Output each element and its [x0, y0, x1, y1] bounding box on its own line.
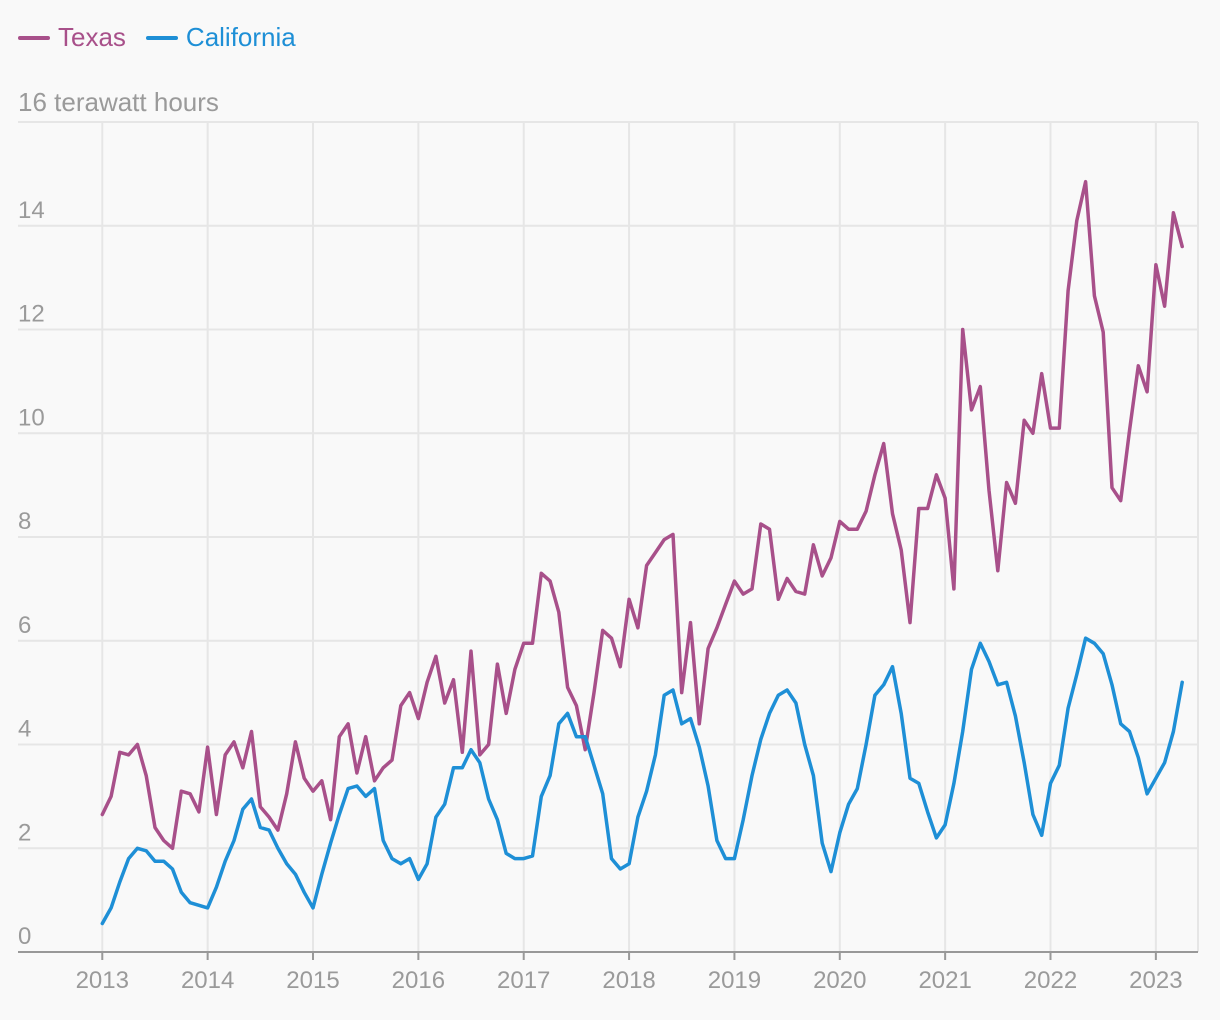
legend-swatch-texas — [18, 35, 50, 40]
x-tick-label-2021: 2021 — [918, 967, 971, 994]
series-line-california[interactable] — [100, 636, 1184, 926]
x-axis: 2013 2014 2015 2016 2017 2018 2019 2020 2021 2022… — [76, 952, 1183, 994]
x-tick-label-2016: 2016 — [392, 967, 445, 994]
legend-swatch-california — [145, 35, 178, 40]
grid — [18, 121, 1199, 953]
x-tick-label-2020: 2020 — [813, 967, 866, 994]
y-tick-label-8: 8 — [18, 508, 31, 535]
legend-item-texas[interactable]: Texas — [18, 22, 126, 53]
y-tick-label-2: 2 — [18, 819, 31, 846]
y-tick-label-10: 10 — [18, 404, 45, 431]
x-tick-label-2022: 2022 — [1024, 967, 1077, 994]
x-tick-label-2017: 2017 — [497, 967, 550, 994]
legend-item-california[interactable]: California — [145, 22, 296, 53]
legend: Texas California — [18, 22, 316, 53]
x-tick-label-2013: 2013 — [76, 967, 129, 994]
x-tick-label-2019: 2019 — [708, 967, 761, 994]
x-tick-label-2014: 2014 — [181, 967, 234, 994]
legend-label-texas: Texas — [58, 22, 126, 52]
y-axis-unit-label: 16 terawatt hours — [18, 87, 219, 117]
x-tick-label-2018: 2018 — [602, 967, 655, 994]
y-tick-label-6: 6 — [18, 612, 31, 639]
x-tick-label-2023: 2023 — [1129, 967, 1182, 994]
y-tick-label-0: 0 — [18, 923, 31, 950]
y-tick-label-14: 14 — [18, 197, 45, 224]
x-tick-label-2015: 2015 — [286, 967, 339, 994]
legend-label-california: California — [185, 22, 296, 52]
y-tick-label-12: 12 — [18, 301, 45, 328]
y-tick-label-4: 4 — [18, 716, 31, 743]
y-axis: 0 2 4 6 8 10 12 14 — [18, 197, 45, 950]
series — [100, 179, 1184, 926]
series-line-texas[interactable] — [100, 179, 1184, 851]
